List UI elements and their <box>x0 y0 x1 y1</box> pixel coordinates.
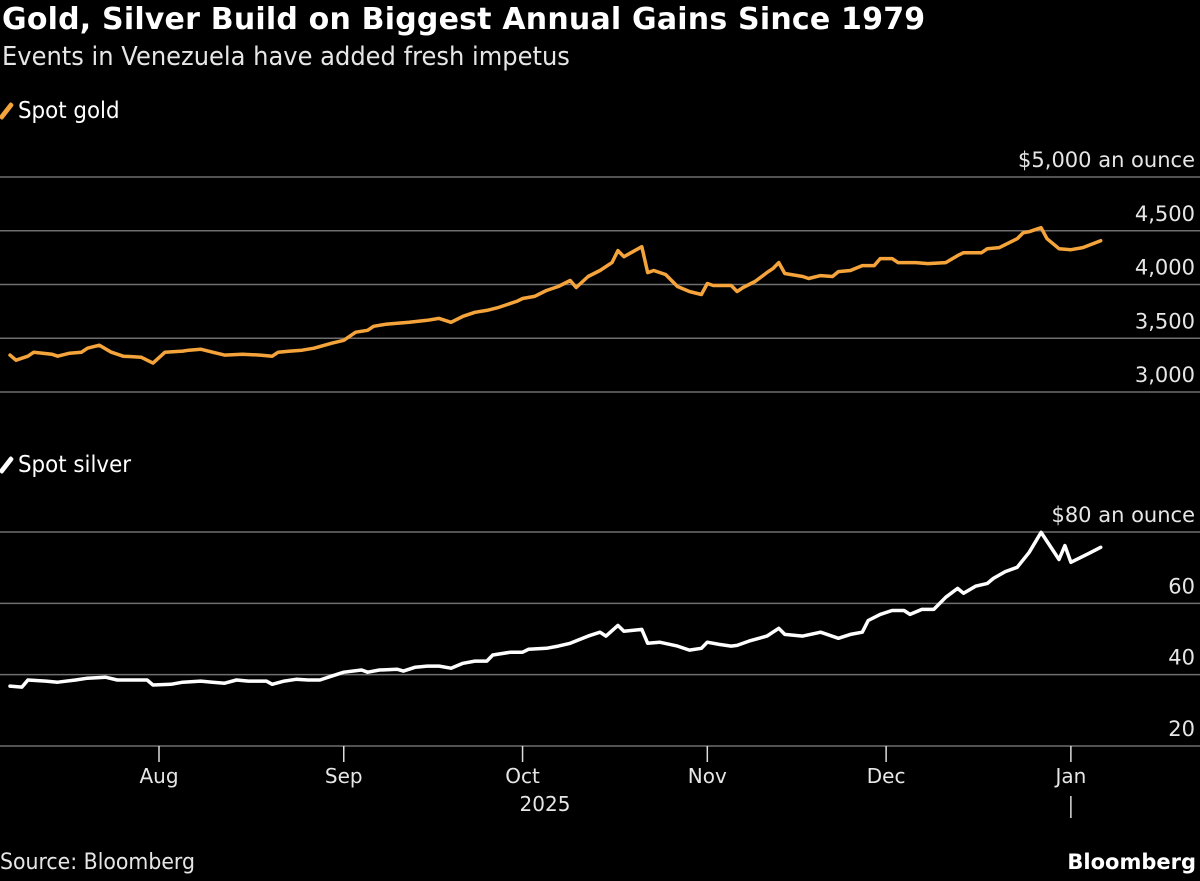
legend-silver-label: Spot silver <box>17 452 132 478</box>
gold-ytick-label: 4,000 <box>1135 256 1195 280</box>
x-tick-label: Oct <box>505 764 540 788</box>
silver-ytick-label: $80 an ounce <box>1051 503 1195 527</box>
bloomberg-logo: Bloomberg <box>1067 850 1196 874</box>
x-tick-label: Dec <box>867 764 906 788</box>
source-note: Source: Bloomberg <box>0 850 195 875</box>
gold-ytick-label: 3,000 <box>1135 363 1195 387</box>
gold-ytick-label: 3,500 <box>1135 309 1195 333</box>
silver-price-line <box>8 530 1103 689</box>
x-tick-label: Jan <box>1053 764 1086 788</box>
silver-ytick-label: 60 <box>1168 574 1195 598</box>
gold-price-line <box>8 225 1103 365</box>
chart-subtitle: Events in Venezuela have added fresh imp… <box>2 42 570 72</box>
gold-ytick-label: $5,000 an ounce <box>1018 148 1195 172</box>
gold-ytick-label: 4,500 <box>1135 202 1195 226</box>
x-tick-label: Nov <box>688 764 727 788</box>
legend-gold: Spot gold <box>0 98 120 124</box>
x-tick-label: Sep <box>325 764 363 788</box>
x-year-label: 2025 <box>520 792 571 816</box>
chart-title: Gold, Silver Build on Biggest Annual Gai… <box>2 2 926 37</box>
legend-silver: Spot silver <box>0 452 132 478</box>
x-tick-label: Aug <box>139 764 178 788</box>
legend-gold-label: Spot gold <box>17 98 120 124</box>
silver-ytick-label: 20 <box>1168 717 1195 741</box>
silver-ytick-label: 40 <box>1168 646 1195 670</box>
